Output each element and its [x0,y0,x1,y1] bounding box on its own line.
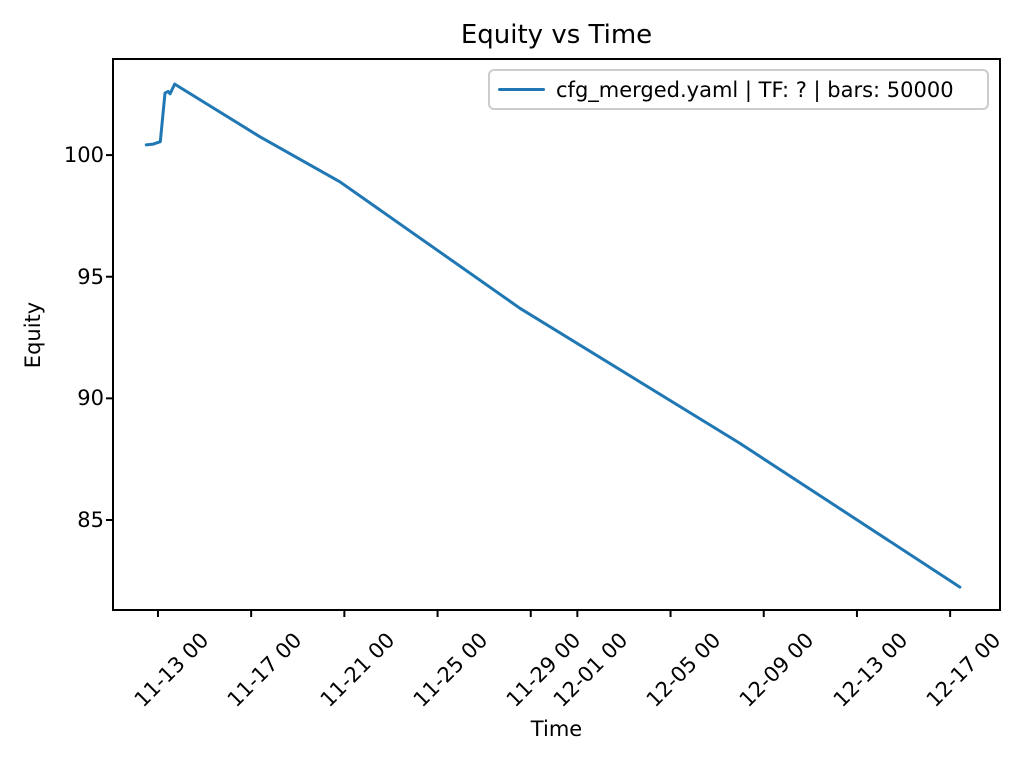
y-tick-label: 85 [77,507,104,532]
legend: cfg_merged.yaml | TF: ? | bars: 50000 [488,69,989,110]
y-tick-label: 95 [77,264,104,289]
y-tick-label: 100 [63,143,104,168]
x-axis-label: Time [530,717,583,741]
legend-label: cfg_merged.yaml | TF: ? | bars: 50000 [556,77,954,102]
legend-line-sample [498,88,545,91]
plot-frame [112,58,1001,611]
equity-curve [144,82,962,589]
chart-title: Equity vs Time [460,20,653,50]
y-tick-label: 90 [77,386,104,411]
